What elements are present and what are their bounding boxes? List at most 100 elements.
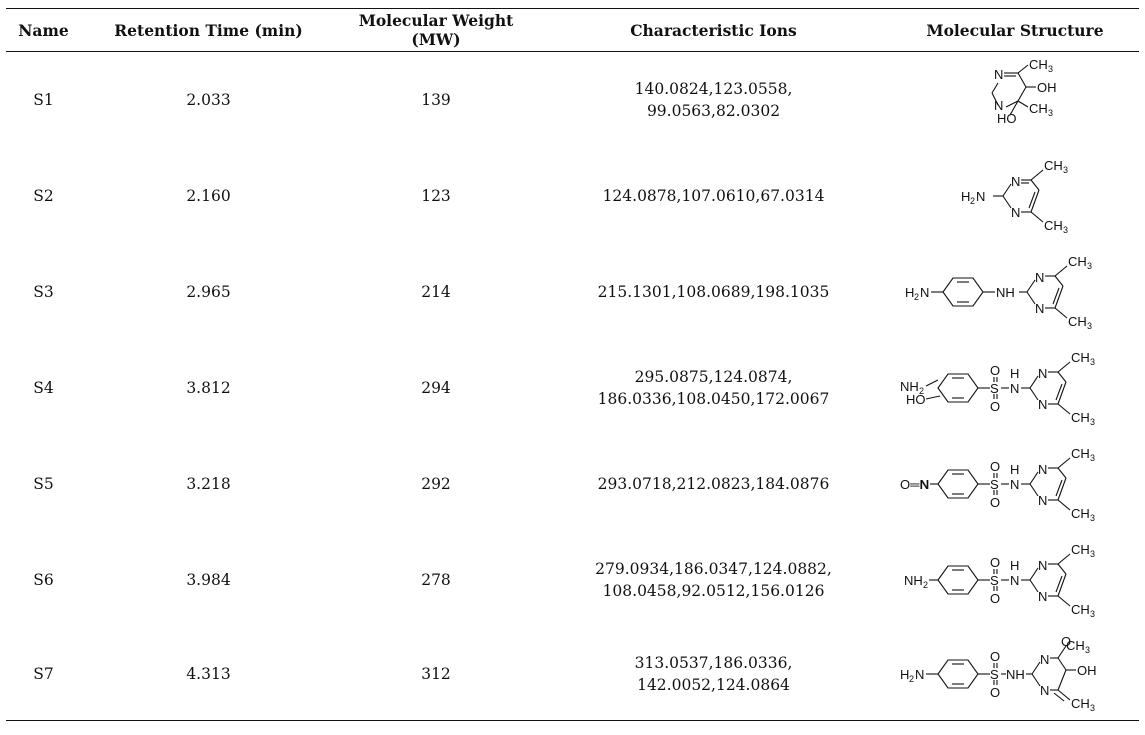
cell-name: S5 xyxy=(33,475,54,493)
ch3-label: CH xyxy=(1044,158,1063,173)
ho-label: HO xyxy=(997,111,1017,126)
n-label: N xyxy=(1035,301,1044,316)
cell-molecular-structure: H 2 N NH xyxy=(891,244,1139,340)
subscript-3: 3 xyxy=(1087,321,1092,331)
ch3-label: CH xyxy=(1066,638,1085,653)
subscript-3: 3 xyxy=(1090,609,1095,619)
subscript-3: 3 xyxy=(1063,225,1068,235)
subscript-3: 3 xyxy=(1090,513,1095,523)
s2-structure: H 2 N N N CH 3 CH 3 xyxy=(961,158,1068,235)
cell-molecular-weight: 214 xyxy=(421,283,451,301)
ch3-label: CH xyxy=(1071,696,1090,711)
oh-label: OH xyxy=(1037,80,1057,95)
n-label: N xyxy=(920,285,929,300)
n-label: N xyxy=(1035,270,1044,285)
s-label: S xyxy=(990,477,999,492)
subscript-3: 3 xyxy=(1090,357,1095,367)
table-row: S1 2.033 139 140.0824,123.0558, 99.0563,… xyxy=(6,52,1139,149)
cell-molecular-weight: 312 xyxy=(336,628,536,721)
ch3-label: CH xyxy=(1071,602,1090,617)
cell-characteristic-ions: 293.0718,212.0823,184.0876 xyxy=(536,436,891,532)
n-label: N xyxy=(994,98,1003,113)
cell-retention-time: 3.812 xyxy=(186,379,231,397)
cell-molecular-structure: NH 2 S O O H N xyxy=(891,532,1139,628)
subscript-3: 3 xyxy=(1090,453,1095,463)
subscript-2: 2 xyxy=(909,674,914,684)
oh-label: OH xyxy=(1077,663,1097,678)
table-row: S7 4.313 312 313.0537,186.0336, 142.0052… xyxy=(6,628,1139,721)
s-label: S xyxy=(990,667,999,682)
subscript-2: 2 xyxy=(919,386,924,396)
header-molecular-weight: Molecular Weight (MW) xyxy=(336,8,536,52)
cell-retention-time: 3.218 xyxy=(186,475,231,493)
cell-name: S4 xyxy=(33,379,54,397)
subscript-3: 3 xyxy=(1087,261,1092,271)
ions-line: 186.0336,108.0450,172.0067 xyxy=(597,390,830,408)
ions-line: 108.0458,92.0512,156.0126 xyxy=(602,582,825,600)
nh2-label: NH xyxy=(904,573,923,588)
table-row: S6 3.984 278 279.0934,186.0347,124.0882,… xyxy=(6,532,1139,628)
ch3-label: CH xyxy=(1044,218,1063,233)
header-characteristic-ions: Characteristic Ions xyxy=(536,8,891,52)
n-label: N xyxy=(1010,381,1019,396)
n-label: N xyxy=(1010,477,1019,492)
header-molecular-structure: Molecular Structure xyxy=(891,8,1139,52)
o-label: O xyxy=(990,591,1000,606)
ions-line: 279.0934,186.0347,124.0882, xyxy=(595,560,832,578)
table-header-row: Name Retention Time (min) Molecular Weig… xyxy=(6,8,1139,52)
subscript-3: 3 xyxy=(1090,703,1095,713)
cell-molecular-structure: NH 2 HO S O O H N xyxy=(891,340,1139,436)
n-label: N xyxy=(915,667,924,682)
cell-molecular-structure: N N CH 3 OH CH 3 HO xyxy=(891,52,1139,149)
subscript-3: 3 xyxy=(1085,645,1090,655)
o-label: O xyxy=(990,555,1000,570)
o-label: O xyxy=(990,363,1000,378)
h-label: H xyxy=(1010,366,1019,381)
cell-retention-time: 2.965 xyxy=(186,283,231,301)
n-label: N xyxy=(1010,573,1019,588)
header-name: Name xyxy=(6,8,81,52)
s-label: S xyxy=(990,381,999,396)
ions-line: 293.0718,212.0823,184.0876 xyxy=(597,475,830,493)
cell-molecular-weight: 139 xyxy=(421,91,451,109)
n-label: N xyxy=(1038,366,1047,381)
cell-characteristic-ions: 295.0875,124.0874, 186.0336,108.0450,172… xyxy=(536,340,891,436)
n-label: N xyxy=(1038,589,1047,604)
nh-label: NH xyxy=(996,285,1015,300)
ch3-label: CH xyxy=(1071,506,1090,521)
cell-molecular-structure: H 2 N S O O NH xyxy=(891,628,1139,721)
cell-retention-time: 2.033 xyxy=(186,91,231,109)
cell-name: S1 xyxy=(33,91,54,109)
cell-name: S7 xyxy=(6,628,81,721)
cell-molecular-structure: H 2 N N N CH 3 CH 3 xyxy=(891,148,1139,244)
ions-line: 295.0875,124.0874, xyxy=(634,368,793,386)
cell-characteristic-ions: 313.0537,186.0336, 142.0052,124.0864 xyxy=(536,628,891,721)
h-label: H xyxy=(1010,462,1019,477)
h-label: H xyxy=(1010,558,1019,573)
cell-characteristic-ions: 215.1301,108.0689,198.1035 xyxy=(536,244,891,340)
ions-line: 124.0878,107.0610,67.0314 xyxy=(602,187,825,205)
table-row: S3 2.965 214 215.1301,108.0689,198.1035 … xyxy=(6,244,1139,340)
s3-structure: H 2 N NH xyxy=(905,254,1092,331)
compound-table: Name Retention Time (min) Molecular Weig… xyxy=(6,8,1139,721)
ions-line: 215.1301,108.0689,198.1035 xyxy=(597,283,830,301)
cell-name: S3 xyxy=(33,283,54,301)
cell-molecular-weight: 292 xyxy=(421,475,451,493)
n-label: N xyxy=(976,189,985,204)
subscript-2: 2 xyxy=(923,580,928,590)
ho-label: HO xyxy=(906,392,926,407)
cell-name: S2 xyxy=(33,187,54,205)
n-label: N xyxy=(1040,652,1049,667)
cell-retention-time: 2.160 xyxy=(186,187,231,205)
ch3-label: CH xyxy=(1071,542,1090,557)
s5-structure: O═N N S O O H N xyxy=(900,446,1095,523)
n-label: N xyxy=(994,67,1003,82)
subscript-3: 3 xyxy=(1063,165,1068,175)
n-label: N xyxy=(1038,397,1047,412)
ch3-label: CH xyxy=(1029,57,1048,72)
o-label: O xyxy=(990,495,1000,510)
s1-structure: N N CH 3 OH CH 3 HO xyxy=(991,57,1057,126)
ions-line: 313.0537,186.0336, xyxy=(634,654,793,672)
n-label: N xyxy=(1038,558,1047,573)
h2n-label: H xyxy=(900,667,909,682)
